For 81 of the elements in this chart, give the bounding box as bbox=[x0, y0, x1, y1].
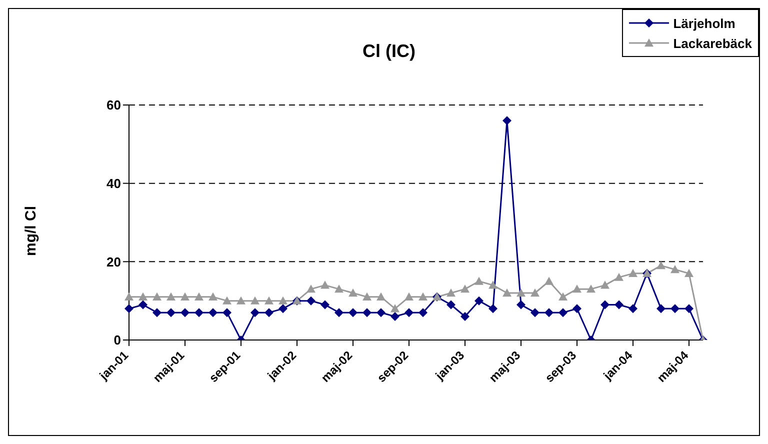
point bbox=[124, 292, 134, 301]
point bbox=[390, 312, 400, 321]
point bbox=[474, 276, 484, 285]
point bbox=[656, 261, 666, 270]
point bbox=[376, 308, 386, 318]
point bbox=[306, 284, 316, 293]
legend-label: Lärjeholm bbox=[673, 16, 736, 30]
point bbox=[614, 300, 624, 310]
point bbox=[418, 292, 428, 301]
point bbox=[166, 292, 176, 301]
point bbox=[320, 280, 330, 289]
point bbox=[558, 292, 568, 301]
point bbox=[628, 304, 638, 314]
point bbox=[320, 300, 330, 310]
point bbox=[544, 308, 554, 318]
point bbox=[250, 308, 260, 318]
point bbox=[152, 292, 162, 301]
point bbox=[236, 296, 246, 304]
point bbox=[516, 288, 526, 297]
point bbox=[614, 272, 624, 281]
y-tick-label: 0 bbox=[114, 332, 121, 348]
point bbox=[530, 308, 540, 318]
point bbox=[460, 284, 470, 293]
point bbox=[418, 308, 428, 318]
point bbox=[124, 304, 134, 314]
y-axis-title: mg/l Cl bbox=[22, 206, 40, 256]
y-tick-label: 60 bbox=[106, 98, 121, 113]
point bbox=[362, 308, 372, 318]
point bbox=[376, 292, 386, 301]
point bbox=[404, 292, 414, 301]
point bbox=[222, 296, 232, 304]
point bbox=[166, 308, 176, 318]
point bbox=[278, 304, 288, 314]
point bbox=[628, 268, 638, 278]
point bbox=[488, 280, 498, 289]
point bbox=[544, 276, 554, 285]
point bbox=[362, 292, 372, 301]
point bbox=[684, 304, 694, 314]
point bbox=[138, 300, 148, 310]
point bbox=[180, 292, 190, 301]
point bbox=[222, 308, 232, 318]
point bbox=[194, 308, 204, 318]
point bbox=[250, 296, 260, 304]
point bbox=[152, 308, 162, 318]
point bbox=[208, 292, 218, 301]
point bbox=[670, 265, 680, 274]
point bbox=[572, 304, 582, 314]
point bbox=[474, 296, 484, 306]
point bbox=[488, 304, 498, 314]
point bbox=[600, 300, 610, 310]
y-tick-label: 40 bbox=[106, 176, 121, 191]
point bbox=[572, 284, 582, 293]
point bbox=[334, 308, 344, 318]
point bbox=[180, 308, 190, 318]
point bbox=[138, 292, 148, 301]
point bbox=[670, 304, 680, 314]
point bbox=[194, 292, 204, 301]
point bbox=[446, 288, 456, 297]
chart-title: Cl (IC) bbox=[362, 41, 416, 62]
legend-label: Lackarebäck bbox=[673, 36, 752, 50]
point bbox=[278, 296, 288, 304]
point bbox=[404, 308, 414, 318]
point bbox=[530, 288, 540, 297]
point bbox=[684, 268, 694, 278]
point bbox=[516, 300, 526, 310]
y-tick-label: 20 bbox=[106, 254, 121, 270]
point bbox=[600, 280, 610, 289]
point bbox=[348, 308, 358, 318]
point bbox=[390, 304, 400, 312]
point bbox=[446, 300, 456, 310]
point bbox=[558, 308, 568, 318]
point bbox=[264, 296, 274, 304]
point bbox=[306, 296, 316, 306]
point bbox=[264, 308, 274, 318]
point bbox=[460, 312, 470, 321]
point bbox=[586, 284, 596, 293]
point bbox=[502, 288, 512, 297]
point bbox=[208, 308, 218, 318]
point bbox=[656, 304, 666, 314]
point bbox=[334, 284, 344, 293]
point bbox=[348, 288, 358, 297]
